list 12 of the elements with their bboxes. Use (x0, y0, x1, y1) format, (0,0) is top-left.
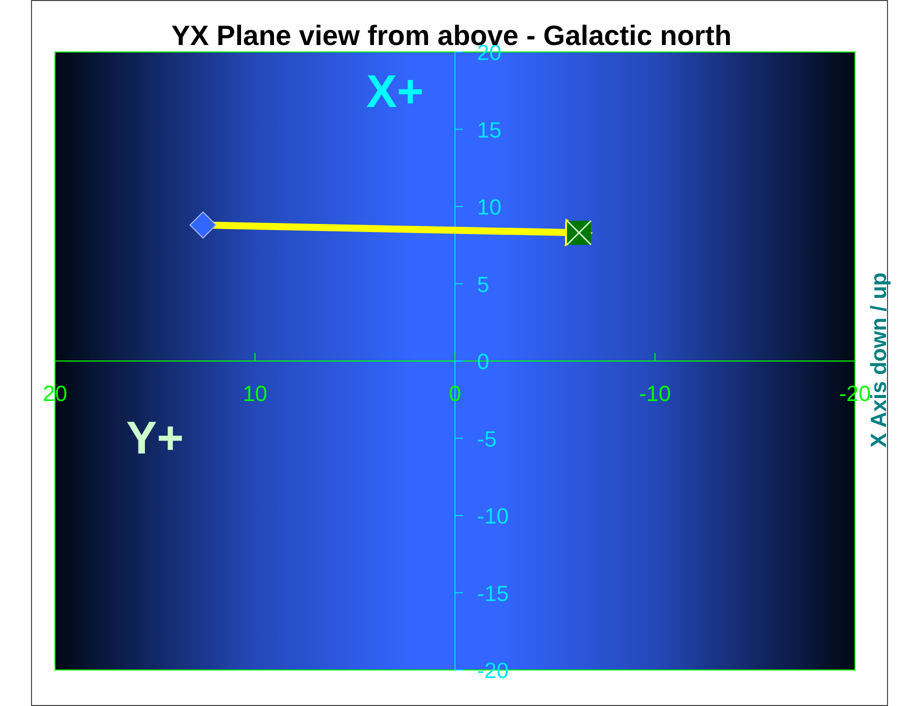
y-tick-label: -10 (477, 504, 509, 528)
y-tick-label: 10 (477, 194, 502, 220)
annotation: X+ (366, 65, 424, 117)
annotation: Y+ (126, 412, 184, 464)
y-tick-label: -15 (477, 580, 509, 606)
y-tick-label: 15 (477, 117, 502, 142)
y-tick-label: -5 (477, 426, 497, 452)
x-tick-label: 0 (448, 381, 462, 406)
x-tick-label: 20 (42, 381, 68, 406)
x-tick-label: -10 (639, 381, 671, 406)
x-tick-label: 10 (242, 381, 268, 406)
y-tick-label: 5 (477, 272, 490, 297)
